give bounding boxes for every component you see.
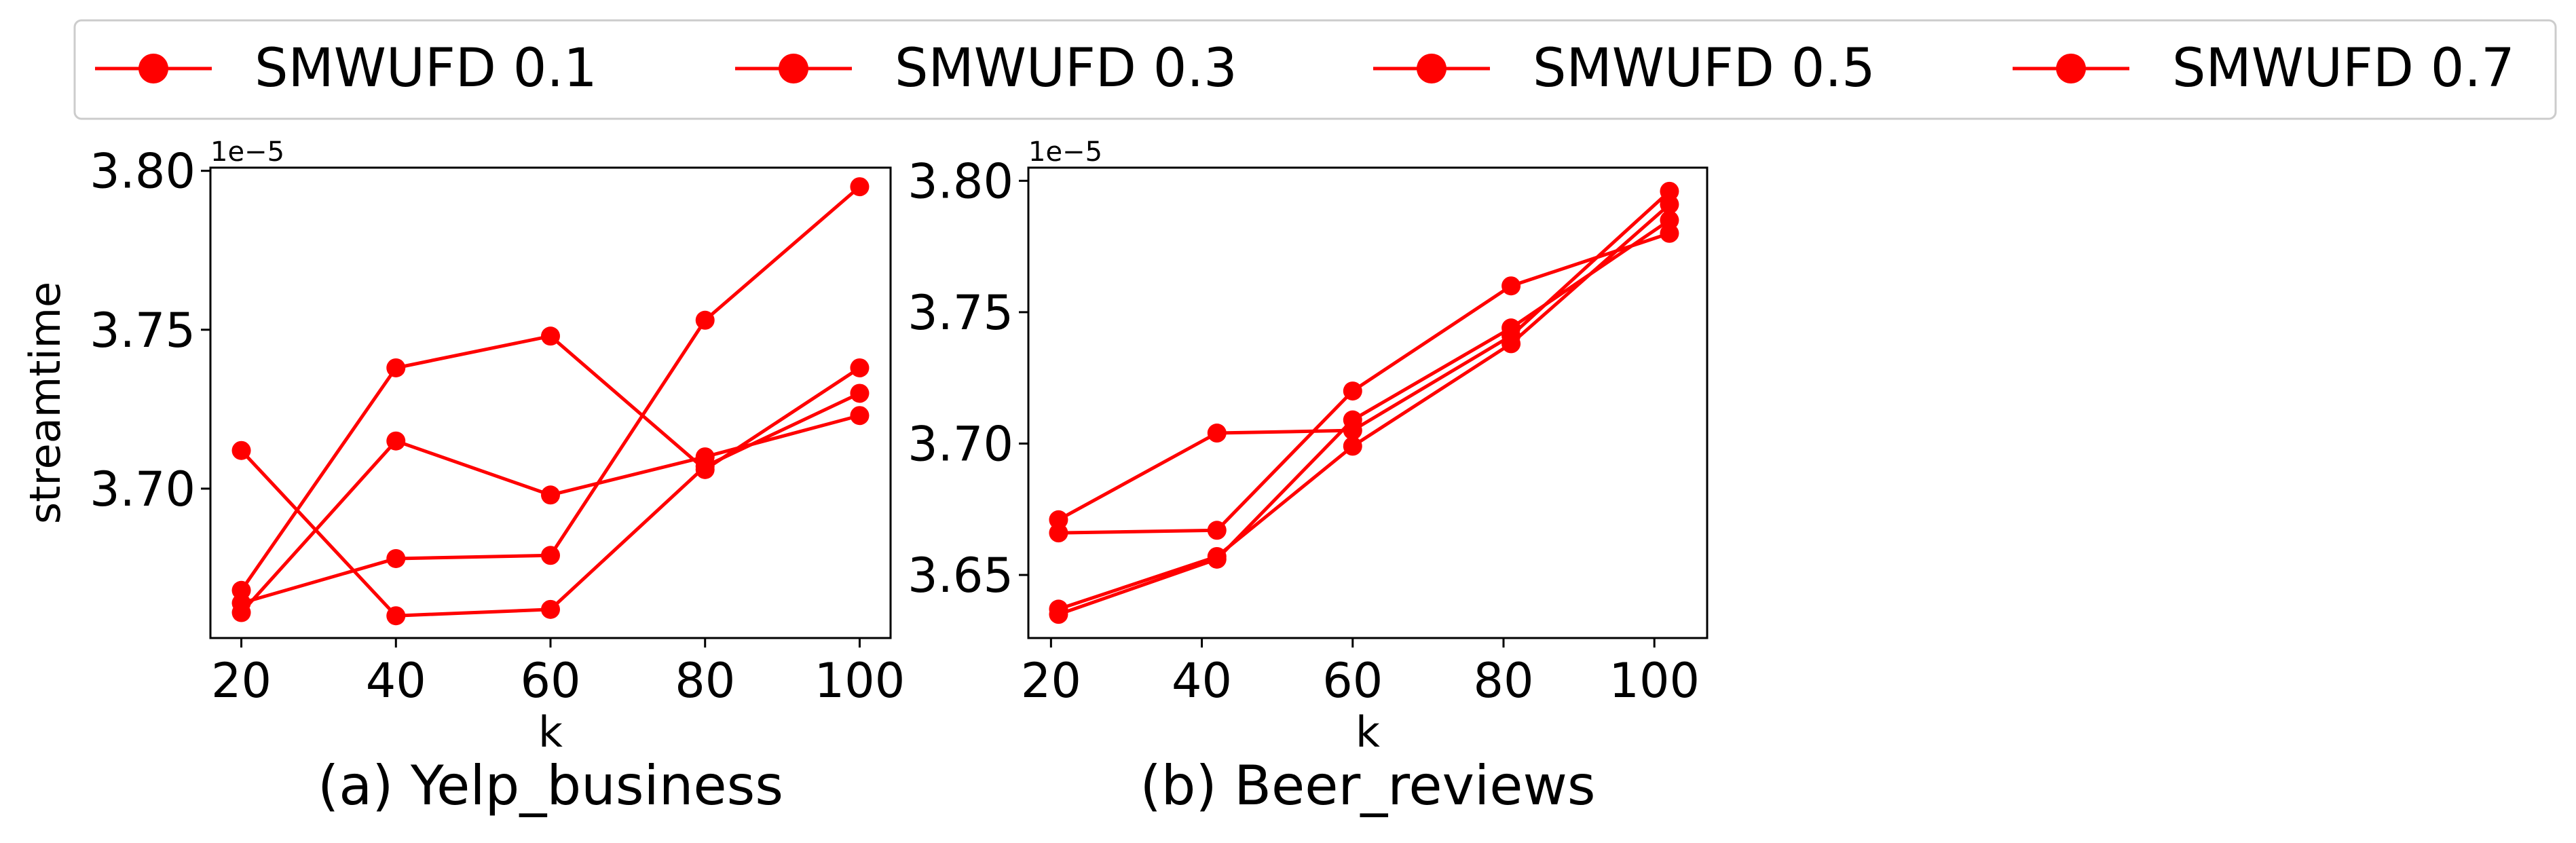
x-tick-label: 20 (211, 653, 272, 709)
data-point (1207, 424, 1227, 443)
x-tick-label: 20 (1021, 653, 1081, 709)
x-axis-label: k (1356, 707, 1380, 757)
data-point (1660, 210, 1679, 230)
data-point (1501, 334, 1521, 354)
data-point (386, 431, 406, 451)
y-tick-label: 3.75 (90, 303, 195, 358)
plot-area (1027, 166, 1709, 639)
legend-entry: SMWUFD 0.7 (2013, 38, 2515, 99)
legend-marker (1417, 54, 1446, 83)
axis-offset-label: 1e−5 (1028, 136, 1102, 168)
data-point (1660, 181, 1679, 201)
data-point (850, 383, 870, 403)
series-1 (231, 177, 870, 613)
data-point (1343, 410, 1362, 430)
data-point (1049, 523, 1068, 543)
legend-entry: SMWUFD 0.5 (1373, 38, 1875, 99)
x-tick-label: 100 (815, 653, 906, 709)
data-point (541, 599, 560, 619)
data-point (1207, 549, 1227, 569)
y-axis-label: streamtime (20, 282, 70, 524)
x-tick-label: 60 (1322, 653, 1383, 709)
legend-frame (73, 19, 2557, 120)
data-point (386, 358, 406, 377)
x-tick-label: 40 (1172, 653, 1232, 709)
x-tick-label: 80 (1473, 653, 1533, 709)
data-point (231, 441, 251, 460)
legend-marker (779, 54, 808, 83)
plot-area (209, 166, 892, 639)
series-1 (1049, 223, 1679, 543)
data-point (850, 406, 870, 426)
data-point (850, 177, 870, 197)
legend-label: SMWUFD 0.3 (895, 38, 1237, 99)
series-4 (231, 326, 870, 600)
data-point (850, 358, 870, 377)
panel-caption: (a) Yelp_business (318, 754, 783, 817)
legend-label: SMWUFD 0.7 (2172, 38, 2515, 99)
data-point (1501, 318, 1521, 338)
y-tick-label: 3.65 (908, 548, 1013, 603)
chart-panel-1: 20 40 60 80 100 3.70 3.75 3.80 1e−5 k streamtime (a… (20, 136, 905, 817)
y-tick-label: 3.70 (90, 462, 195, 517)
data-point (1660, 223, 1679, 243)
data-point (1049, 605, 1068, 624)
legend-marker (138, 54, 168, 83)
data-point (541, 326, 560, 346)
data-point (695, 310, 715, 330)
data-point (1660, 195, 1679, 214)
y-tick-label: 3.75 (908, 285, 1013, 341)
series-4 (1049, 210, 1679, 624)
x-tick-label: 100 (1609, 653, 1700, 709)
x-tick-label: 80 (675, 653, 735, 709)
legend-marker (2056, 54, 2086, 83)
data-point (231, 603, 251, 622)
legend-label: SMWUFD 0.1 (255, 38, 597, 99)
panel-caption: (b) Beer_reviews (1140, 754, 1595, 817)
chart-panels: 20 40 60 80 100 3.70 3.75 3.80 1e−5 k streamtime (a… (20, 136, 1709, 817)
data-point (541, 485, 560, 505)
y-tick-label: 3.80 (90, 144, 195, 200)
data-point (386, 606, 406, 626)
x-axis-label: k (538, 707, 563, 757)
y-tick-label: 3.80 (908, 153, 1013, 209)
legend: SMWUFD 0.1 SMWUFD 0.3 SMWUFD 0.5 SMWUFD 0.7 (73, 19, 2557, 120)
legend-entry: SMWUFD 0.1 (95, 38, 597, 99)
data-point (1501, 276, 1521, 296)
x-tick-label: 40 (366, 653, 426, 709)
data-point (1049, 510, 1068, 529)
data-point (1343, 381, 1362, 401)
legend-label: SMWUFD 0.5 (1533, 38, 1875, 99)
data-point (231, 580, 251, 600)
chart-panel-2: 20 40 60 80 100 3.65 3.70 3.75 3.80 1e−5 k(b) Beer… (908, 136, 1709, 817)
data-point (386, 548, 406, 568)
y-tick-label: 3.70 (908, 417, 1013, 472)
data-point (1343, 436, 1362, 456)
data-point (695, 460, 715, 479)
data-point (541, 546, 560, 565)
legend-entry: SMWUFD 0.3 (735, 38, 1237, 99)
data-point (1207, 521, 1227, 540)
x-tick-label: 60 (520, 653, 580, 709)
axis-offset-label: 1e−5 (210, 136, 284, 168)
